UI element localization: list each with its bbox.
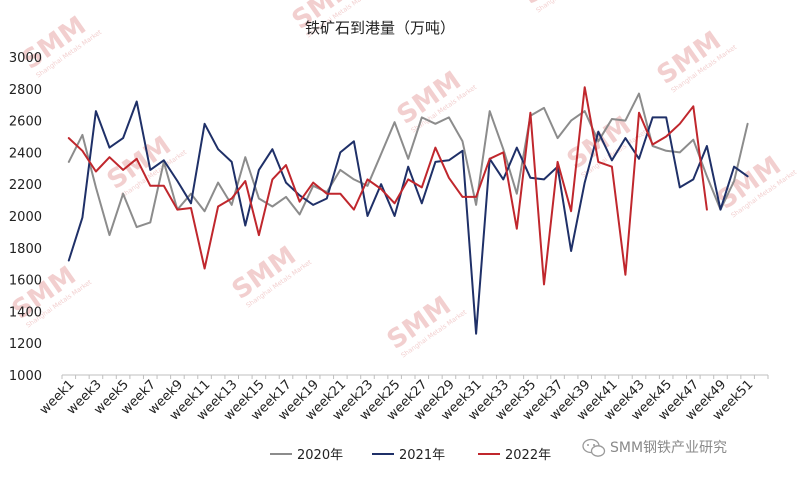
series-layer [67, 86, 749, 335]
series-line [67, 100, 749, 335]
y-tick-label: 2000 [9, 210, 42, 225]
y-tick-label: 1600 [9, 274, 42, 289]
series-line [67, 86, 708, 286]
legend-label: 2021年 [399, 448, 445, 463]
watermark-subtitle: Shanghai Metals Market [535, 0, 604, 15]
legend: 2020年 2021年 2022年 [270, 448, 551, 463]
source-label: SMM钢铁产业研究 [610, 440, 727, 456]
y-tick-label: 1000 [9, 369, 42, 384]
y-axis: 1000 1200 1400 1600 1800 2000 2200 2400 2600 2800… [9, 51, 42, 384]
wechat-icon [582, 438, 606, 457]
chart-title: 铁矿石到港量（万吨） [305, 19, 455, 37]
legend-label: 2020年 [297, 448, 343, 463]
series-line [67, 92, 749, 237]
legend-label: 2022年 [505, 448, 551, 463]
x-axis: week1week3week5week7week9week11week13wee… [37, 374, 769, 424]
y-tick-label: 1200 [9, 337, 42, 352]
y-tick-label: 1400 [9, 305, 42, 320]
y-tick-label: 1800 [9, 242, 42, 257]
y-tick-label: 2400 [9, 146, 42, 161]
y-tick-label: 3000 [9, 51, 42, 66]
footer: SMM钢铁产业研究 [582, 438, 727, 457]
y-tick-label: 2200 [9, 178, 42, 193]
y-tick-label: 2800 [9, 83, 42, 98]
y-tick-label: 2600 [9, 115, 42, 130]
